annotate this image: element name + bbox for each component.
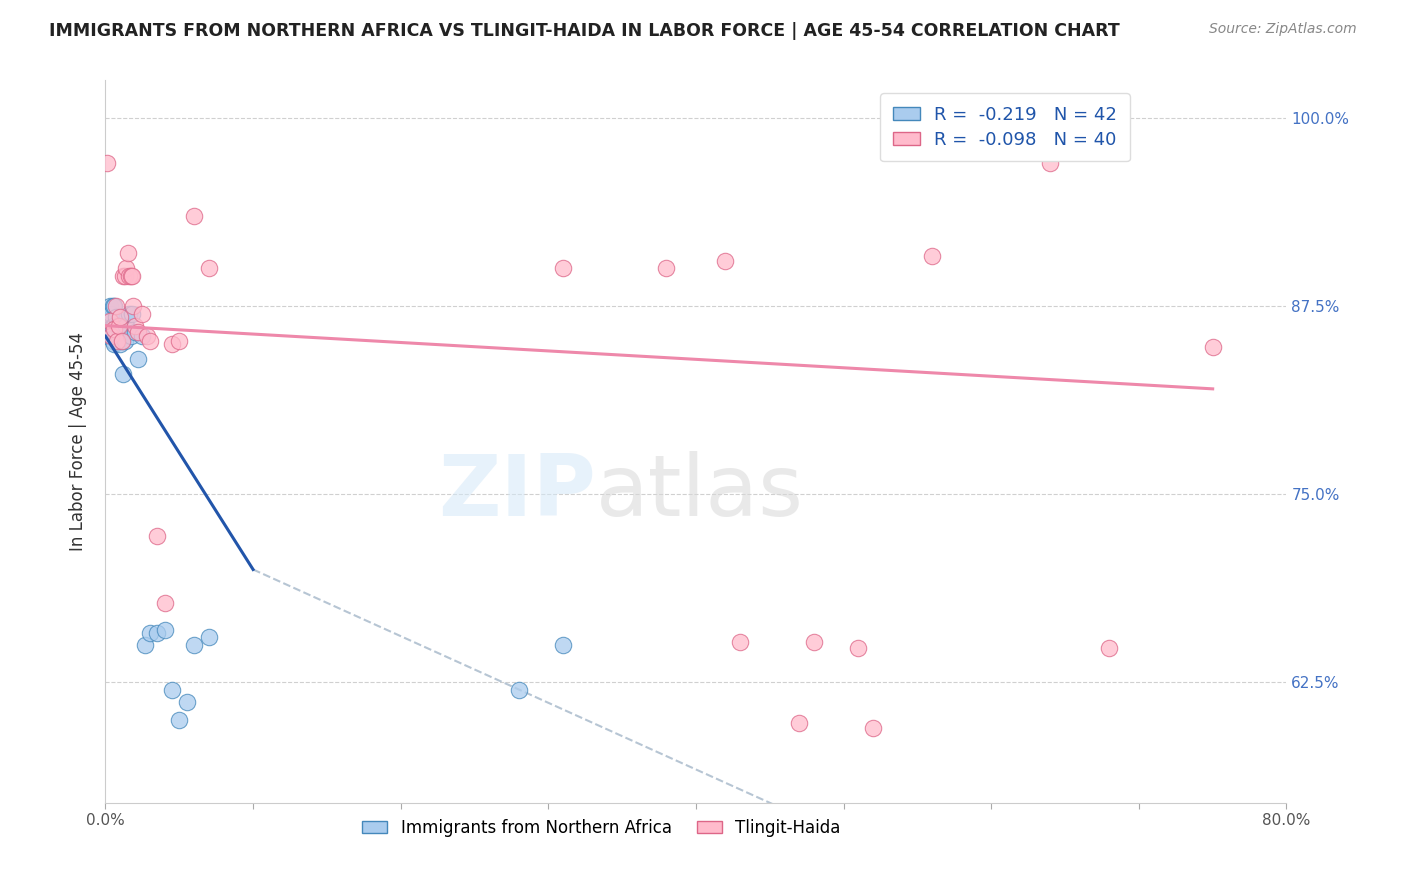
Point [803, 634, 825, 648]
Point [110, 336, 132, 351]
Point [115, 261, 138, 276]
Point [104, 299, 127, 313]
Point [103, 318, 125, 333]
Point [138, 625, 162, 640]
Point [508, 682, 530, 697]
Point [111, 334, 134, 348]
Point [134, 638, 156, 652]
Y-axis label: In Labor Force | Age 45-54: In Labor Force | Age 45-54 [69, 332, 87, 551]
Point [197, 630, 219, 644]
Point [146, 529, 169, 543]
Point [160, 336, 183, 351]
Point [122, 299, 145, 313]
Point [96, 329, 118, 343]
Point [97, 325, 120, 339]
Point [97, 307, 120, 321]
Point [551, 261, 574, 276]
Point [100, 307, 122, 321]
Text: IMMIGRANTS FROM NORTHERN AFRICA VS TLINGIT-HAIDA IN LABOR FORCE | AGE 45-54 CORR: IMMIGRANTS FROM NORTHERN AFRICA VS TLING… [49, 22, 1121, 40]
Point [197, 261, 219, 276]
Point [138, 334, 162, 348]
Point [104, 310, 127, 324]
Point [655, 261, 678, 276]
Point [120, 268, 142, 283]
Point [111, 334, 134, 348]
Text: ZIP: ZIP [437, 450, 596, 533]
Point [183, 209, 205, 223]
Point [107, 334, 129, 348]
Point [862, 721, 884, 735]
Point [98, 321, 121, 335]
Point [1039, 156, 1062, 170]
Point [107, 318, 129, 333]
Text: Source: ZipAtlas.com: Source: ZipAtlas.com [1209, 22, 1357, 37]
Point [1201, 340, 1223, 354]
Point [153, 596, 176, 610]
Point [121, 307, 143, 321]
Point [114, 268, 136, 283]
Point [118, 268, 141, 283]
Point [787, 716, 810, 731]
Point [124, 325, 146, 339]
Point [169, 713, 191, 727]
Point [105, 318, 128, 333]
Point [169, 334, 191, 348]
Text: atlas: atlas [596, 450, 804, 533]
Point [921, 249, 943, 263]
Point [107, 321, 129, 335]
Point [153, 623, 176, 637]
Point [103, 321, 125, 335]
Point [551, 638, 574, 652]
Point [101, 318, 124, 333]
Point [183, 638, 205, 652]
Point [101, 334, 124, 348]
Point [127, 351, 149, 366]
Point [103, 336, 125, 351]
Legend: Immigrants from Northern Africa, Tlingit-Haida: Immigrants from Northern Africa, Tlingit… [354, 810, 849, 845]
Point [131, 307, 153, 321]
Point [1098, 640, 1121, 655]
Point [112, 367, 135, 381]
Point [135, 329, 157, 343]
Point [100, 329, 122, 343]
Point [105, 334, 128, 348]
Point [131, 329, 153, 343]
Point [112, 268, 135, 283]
Point [96, 156, 118, 170]
Point [118, 307, 141, 321]
Point [115, 318, 138, 333]
Point [146, 625, 169, 640]
Point [105, 334, 128, 348]
Point [104, 329, 127, 343]
Point [110, 325, 132, 339]
Point [714, 253, 737, 268]
Point [160, 682, 183, 697]
Point [98, 299, 121, 313]
Point [114, 334, 136, 348]
Point [98, 314, 121, 328]
Point [103, 299, 125, 313]
Point [117, 246, 139, 260]
Point [124, 318, 146, 333]
Point [127, 325, 149, 339]
Point [176, 695, 198, 709]
Point [110, 310, 132, 324]
Point [846, 640, 869, 655]
Point [120, 329, 142, 343]
Point [730, 634, 752, 648]
Point [101, 299, 124, 313]
Point [100, 329, 122, 343]
Point [121, 268, 143, 283]
